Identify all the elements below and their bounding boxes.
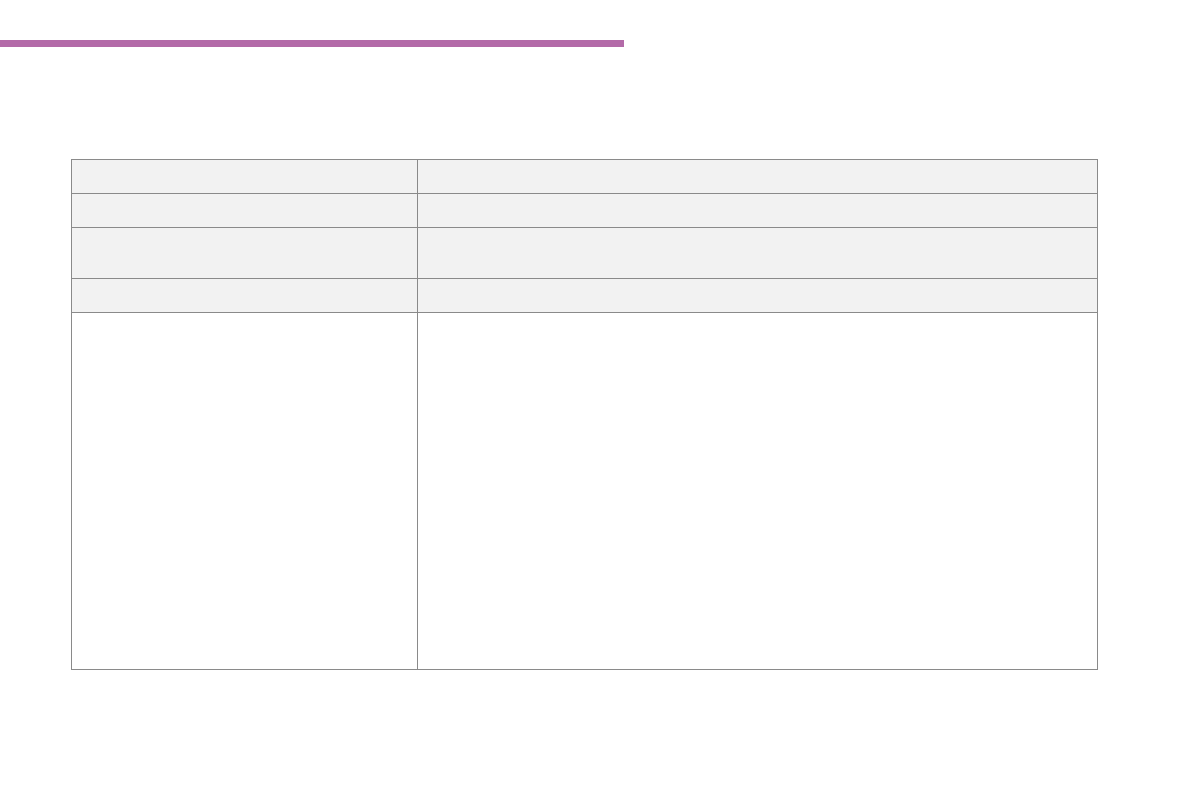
table-cell bbox=[417, 227, 1098, 279]
header-accent-bar bbox=[0, 40, 624, 47]
table-row bbox=[71, 312, 1098, 670]
table-cell bbox=[71, 227, 418, 279]
table-cell bbox=[71, 193, 418, 228]
table-cell bbox=[417, 312, 1098, 670]
table-cell bbox=[417, 193, 1098, 228]
table-cell bbox=[71, 159, 418, 194]
table-row bbox=[71, 227, 1098, 279]
content-table bbox=[71, 159, 1098, 670]
table-row bbox=[71, 159, 1098, 194]
table-cell bbox=[417, 159, 1098, 194]
table-cell bbox=[71, 312, 418, 670]
table-row bbox=[71, 193, 1098, 228]
table-cell bbox=[71, 278, 418, 313]
table-row bbox=[71, 278, 1098, 313]
table-cell bbox=[417, 278, 1098, 313]
